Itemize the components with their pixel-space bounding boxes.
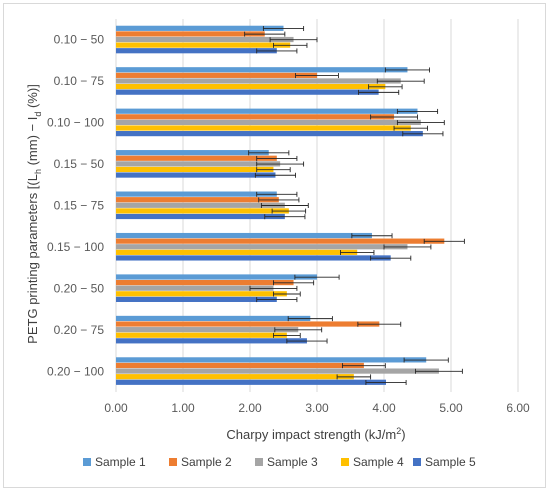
bar xyxy=(116,197,279,203)
y-tick-labels: 0.10 − 50 0.10 − 75 0.10 − 100 0.15 − 50 0.1… xyxy=(47,33,104,379)
x-tick-label: 4.00 xyxy=(372,401,396,415)
bar xyxy=(116,285,274,291)
x-tick-label: 6.00 xyxy=(506,401,530,415)
x-axis-title-part-2: ) xyxy=(401,427,405,442)
bar xyxy=(116,321,380,327)
y-tick-label: 0.20 − 100 xyxy=(47,364,104,378)
bar xyxy=(116,244,408,250)
bar xyxy=(116,78,401,84)
bar xyxy=(116,338,307,344)
bar xyxy=(116,291,287,297)
bar xyxy=(116,332,287,338)
y-tick-label: 0.20 − 75 xyxy=(54,323,105,337)
bar xyxy=(116,362,364,369)
bar xyxy=(116,238,445,244)
bar xyxy=(116,166,274,173)
bar xyxy=(116,357,427,363)
bar xyxy=(116,72,317,78)
x-tick-labels: 0.00 1.00 2.00 3.00 4.00 5.00 6.00 xyxy=(104,401,530,415)
bar xyxy=(116,249,358,255)
bar xyxy=(116,67,408,73)
x-axis-title-superscript: 2 xyxy=(396,426,401,436)
bar xyxy=(116,42,291,48)
bar xyxy=(116,114,395,120)
legend-label: Sample 1 xyxy=(95,455,146,469)
y-tick-label: 0.20 − 50 xyxy=(54,281,105,295)
bar xyxy=(116,172,276,178)
x-tick-label: 5.00 xyxy=(439,401,463,415)
bar xyxy=(116,213,285,220)
bar xyxy=(116,191,277,197)
bar xyxy=(116,327,299,333)
x-axis-title-part-1: Charpy impact strength (kJ/m xyxy=(226,427,396,442)
legend-swatch xyxy=(413,458,421,466)
bar xyxy=(116,296,277,302)
bar xyxy=(116,208,289,214)
legend-swatch xyxy=(341,458,349,466)
bar xyxy=(116,150,269,156)
y-axis-title: PETG printing parameters [(Lh (mm) − Id … xyxy=(25,84,43,344)
bar xyxy=(116,31,265,37)
y-tick-label: 0.10 − 100 xyxy=(47,116,104,130)
bar xyxy=(116,279,294,286)
bar xyxy=(116,315,311,322)
y-axis-title-subscript-d: d xyxy=(33,112,43,117)
bar xyxy=(116,255,391,261)
bar xyxy=(116,155,277,161)
bar xyxy=(116,125,411,131)
y-tick-label: 0.10 − 50 xyxy=(54,33,105,47)
bar xyxy=(116,25,284,31)
bar xyxy=(116,119,421,126)
chart-frame xyxy=(3,3,546,488)
bar xyxy=(116,36,294,43)
legend-label: Sample 3 xyxy=(267,455,318,469)
y-axis-title-part-1: PETG printing parameters [(L xyxy=(25,174,40,344)
legend-swatch xyxy=(169,458,177,466)
bar xyxy=(116,83,386,90)
x-axis-title: Charpy impact strength (kJ/m2) xyxy=(226,426,405,442)
bar xyxy=(116,131,423,137)
y-tick-label: 0.10 − 75 xyxy=(54,74,105,88)
x-tick-label: 1.00 xyxy=(171,401,195,415)
bar xyxy=(116,232,372,239)
bar xyxy=(116,274,317,280)
legend-label: Sample 5 xyxy=(425,455,476,469)
x-tick-label: 0.00 xyxy=(104,401,128,415)
y-axis-title-part-2: (mm) − I xyxy=(25,117,40,169)
bar xyxy=(116,374,354,380)
error-bar-layer xyxy=(244,26,465,385)
bar xyxy=(116,89,379,95)
legend-label: Sample 2 xyxy=(181,455,232,469)
legend-swatch xyxy=(255,458,263,466)
legend: Sample 1 Sample 2 Sample 3 Sample 4 Sample 5 xyxy=(83,455,476,469)
bar-layer xyxy=(116,25,445,385)
y-axis-title-subscript-h: h xyxy=(33,169,43,174)
x-tick-label: 2.00 xyxy=(238,401,262,415)
y-tick-label: 0.15 − 75 xyxy=(54,199,105,213)
bar xyxy=(116,108,418,114)
bar xyxy=(116,379,387,385)
x-tick-label: 3.00 xyxy=(305,401,329,415)
legend-label: Sample 4 xyxy=(353,455,404,469)
y-axis-title-part-3: (%)] xyxy=(25,84,40,111)
bar xyxy=(116,202,285,208)
y-tick-label: 0.15 − 50 xyxy=(54,157,105,171)
legend-swatch xyxy=(83,458,91,466)
bar xyxy=(116,161,281,167)
y-tick-label: 0.15 − 100 xyxy=(47,240,104,254)
bar xyxy=(116,48,277,54)
bar xyxy=(116,368,439,374)
